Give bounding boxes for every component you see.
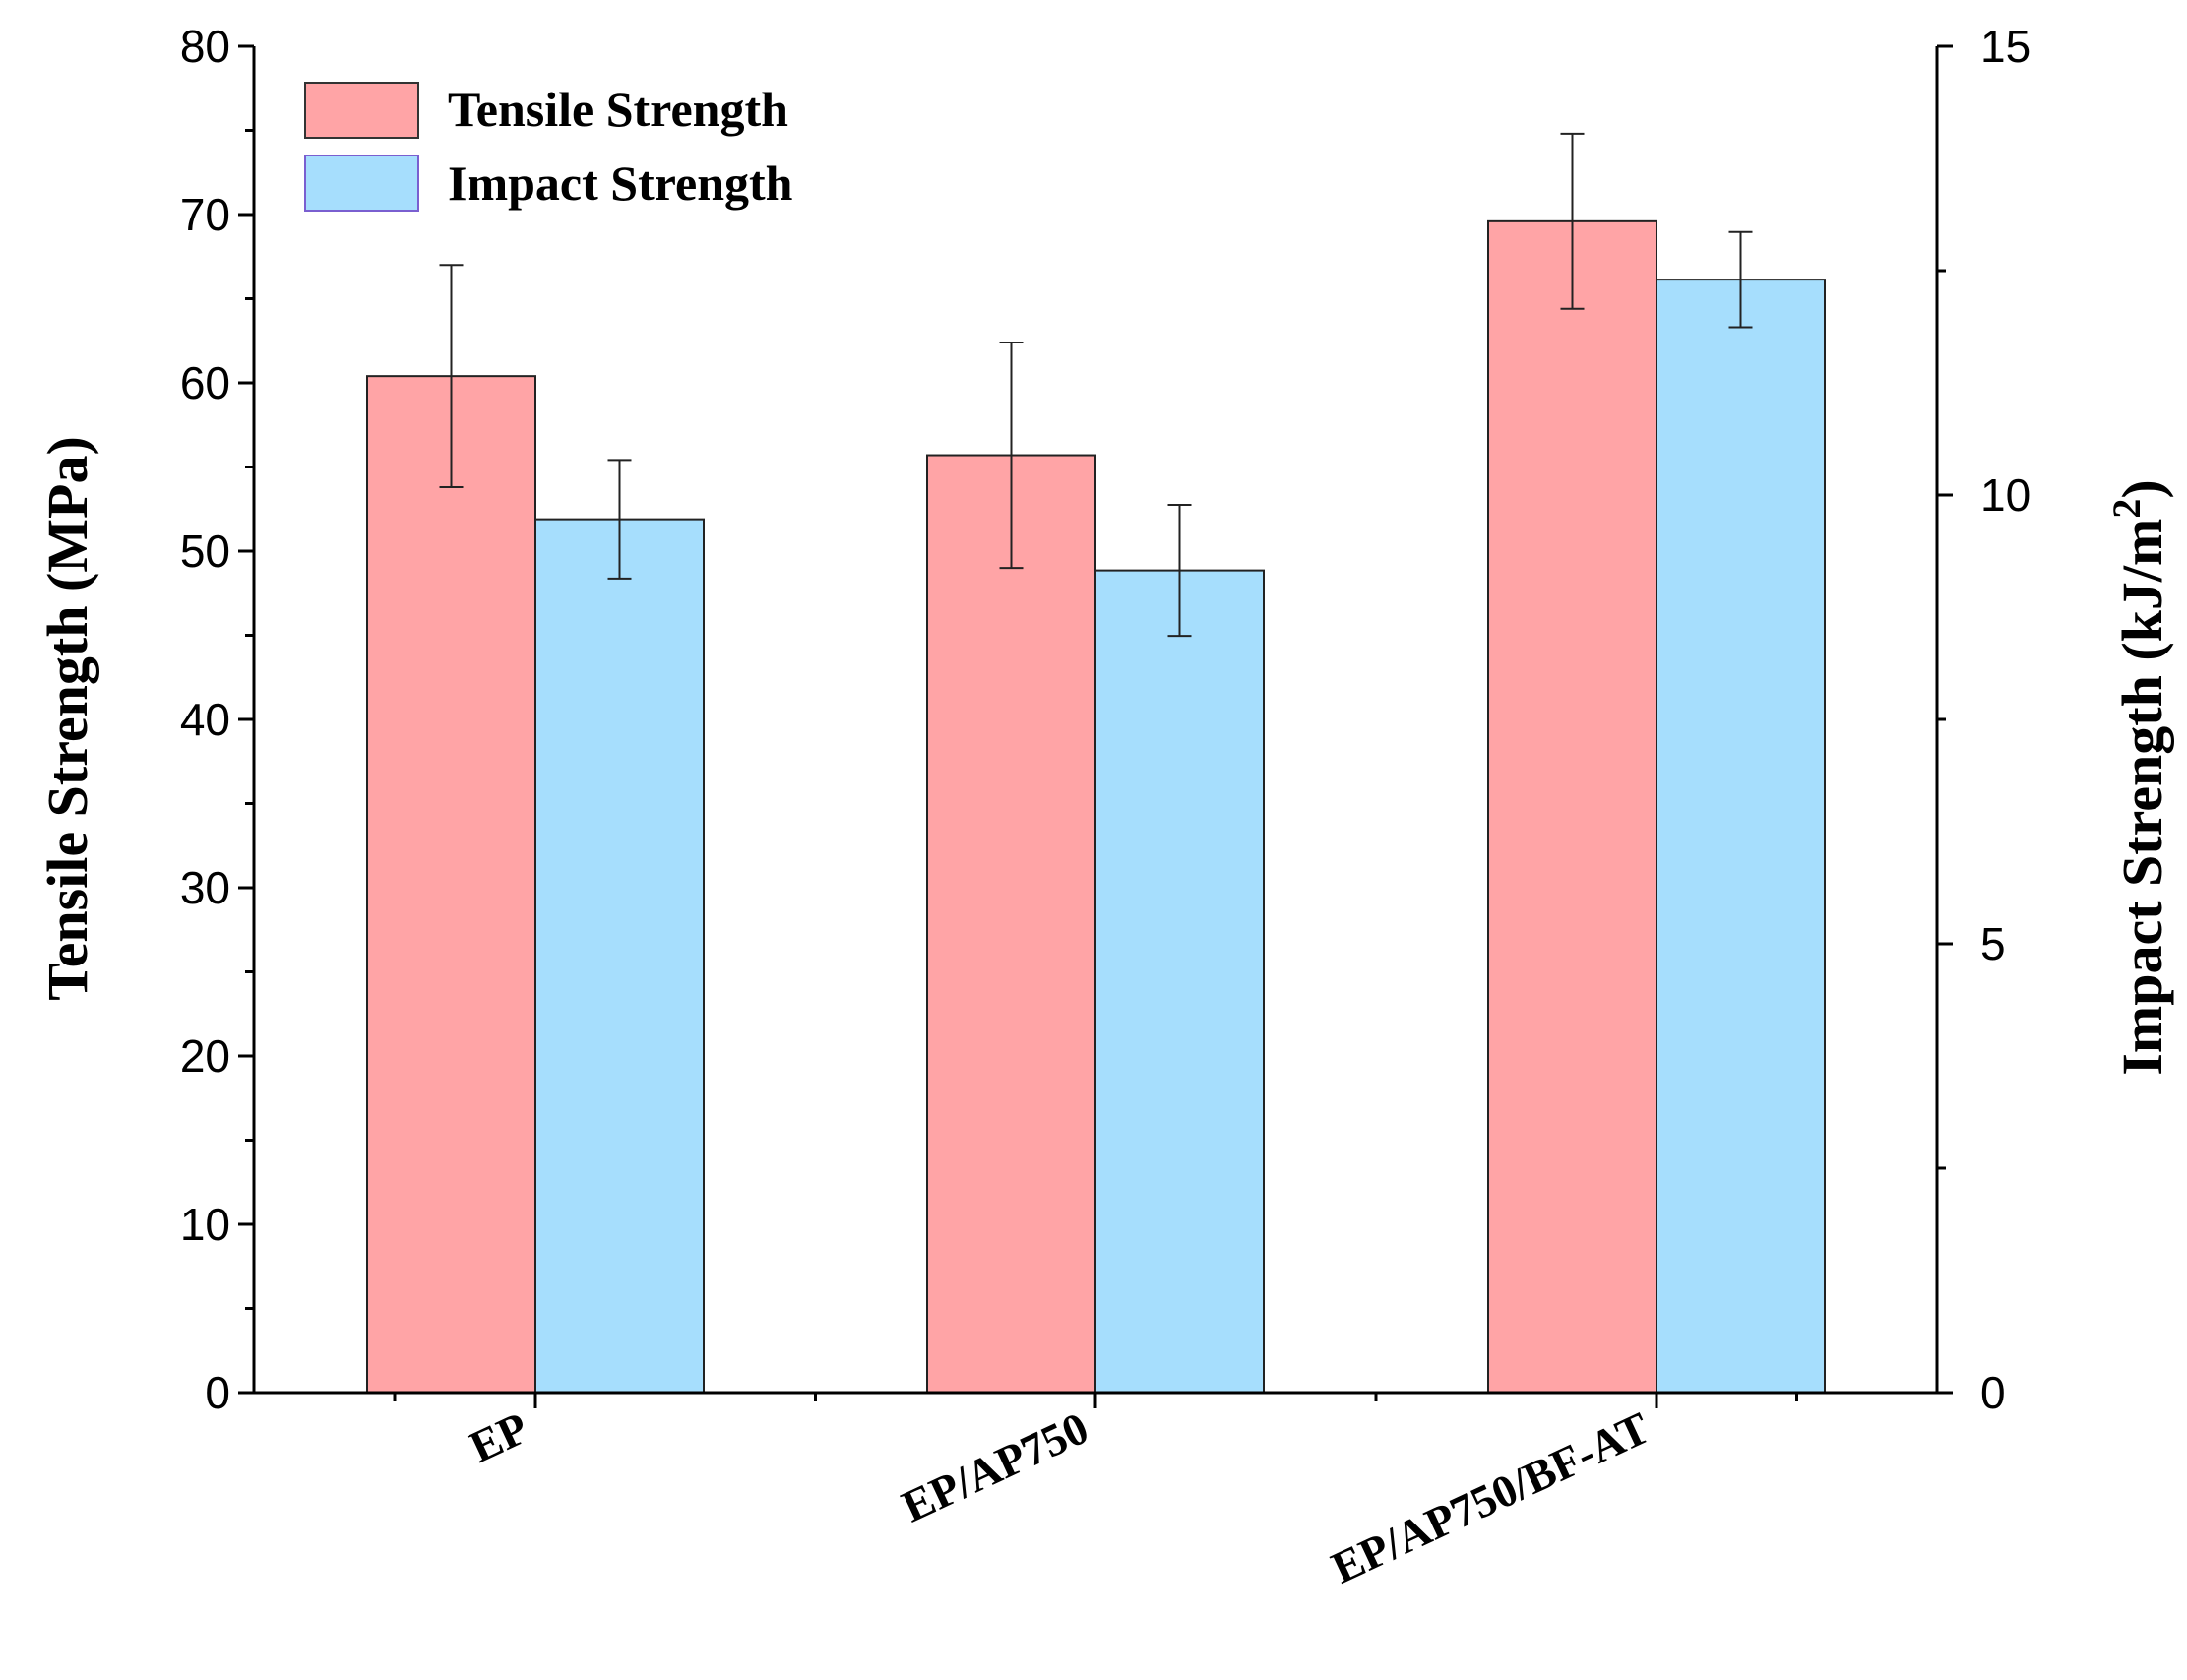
legend: Tensile Strength Impact Strength <box>304 82 793 212</box>
y-axis-right-title: Impact Strength (kJ/m2) <box>2104 479 2174 1075</box>
y-axis-right-title-superscript: 2 <box>2104 499 2149 519</box>
bar-tensile-strength-ep <box>366 375 536 1394</box>
bars-layer <box>366 219 1826 1395</box>
y-right-tick-label-15: 15 <box>1980 21 2031 72</box>
y-axis-left-title: Tensile Strength (MPa) <box>35 436 99 1001</box>
legend-swatch-tensile-strength <box>304 82 419 139</box>
ticks-layer <box>238 44 1953 1408</box>
x-tick-label-ep: EP <box>462 1402 535 1472</box>
x-tick-label-ep-ap750-bf-at: EP/AP750/BF-AT <box>1324 1402 1656 1593</box>
y-right-tick-label-5: 5 <box>1980 918 2006 969</box>
y-left-tick-label-40: 40 <box>180 694 230 745</box>
error-bar-impact-strength-ep-ap750-bf-at <box>1728 230 1753 329</box>
bar-tensile-strength-ep-ap750 <box>926 454 1096 1394</box>
legend-label-impact-strength: Impact Strength <box>448 156 793 211</box>
y-left-tick-label-30: 30 <box>180 862 230 913</box>
bar-impact-strength-ep-ap750-bf-at <box>1656 279 1826 1394</box>
y-left-tick-label-70: 70 <box>180 189 230 240</box>
y-right-tick-label-10: 10 <box>1980 469 2031 521</box>
y-left-tick-label-80: 80 <box>180 21 230 72</box>
error-bars-layer <box>439 132 1753 638</box>
error-bar-impact-strength-ep <box>607 459 632 580</box>
y-left-tick-label-60: 60 <box>180 357 230 408</box>
y-left-tick-label-0: 0 <box>205 1367 230 1418</box>
legend-label-tensile-strength: Tensile Strength <box>448 82 788 137</box>
error-bar-tensile-strength-ep <box>439 264 464 489</box>
bar-impact-strength-ep-ap750 <box>1094 569 1265 1394</box>
error-bar-impact-strength-ep-ap750 <box>1167 504 1192 638</box>
legend-swatch-impact-strength <box>304 155 419 212</box>
error-bar-tensile-strength-ep-ap750-bf-at <box>1560 132 1585 310</box>
y-axis-right-title-close: ) <box>2110 479 2174 498</box>
bar-impact-strength-ep <box>534 518 705 1394</box>
error-bar-tensile-strength-ep-ap750 <box>999 341 1024 570</box>
y-left-tick-label-50: 50 <box>180 526 230 577</box>
y-right-tick-label-0: 0 <box>1980 1367 2006 1418</box>
y-axis-right-title-main: Impact Strength (kJ/m <box>2110 519 2174 1076</box>
bar-tensile-strength-ep-ap750-bf-at <box>1487 219 1657 1395</box>
y-left-tick-label-10: 10 <box>180 1199 230 1250</box>
x-tick-label-ep-ap750: EP/AP750 <box>895 1402 1096 1532</box>
y-left-tick-label-20: 20 <box>180 1030 230 1082</box>
